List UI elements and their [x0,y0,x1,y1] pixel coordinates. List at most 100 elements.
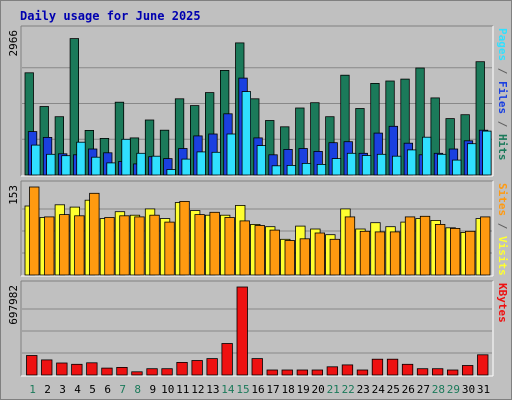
day-label-18: 18 [281,383,294,396]
bar-kbytes-day-19 [296,369,309,376]
bar-pages-day-28 [437,153,447,176]
bar-pages-day-16 [256,145,267,176]
bar-pages-day-29 [452,159,462,176]
day-label-20: 20 [311,383,324,396]
bar-kbytes-day-22 [341,364,354,376]
bar-kbytes-day-28 [431,368,444,376]
day-label-25: 25 [387,383,400,396]
bar-sites-day-16 [254,225,265,276]
bar-sites-day-2 [44,216,55,276]
bar-sites-day-5 [89,192,100,276]
day-label-8: 8 [134,383,141,396]
bar-sites-day-18 [284,240,295,276]
bar-sites-day-4 [74,215,85,276]
day-label-2: 2 [44,383,51,396]
bar-sites-day-8 [134,216,145,276]
bar-kbytes-day-9 [146,368,158,376]
day-label-1: 1 [29,383,36,396]
bar-kbytes-day-4 [71,363,83,376]
bar-sites-day-24 [374,231,386,276]
legend-hits-files-pages: Pages / Files / Hits [496,28,509,161]
bar-pages-day-13 [211,151,221,176]
legend-visits-sites: Sites / Visits [496,183,509,276]
bar-pages-day-26 [406,149,417,176]
bar-kbytes-day-2 [41,359,53,376]
series-sites [29,186,491,276]
bar-sites-day-3 [59,214,70,276]
bar-sites-day-20 [314,232,326,276]
bar-kbytes-day-14 [221,343,233,376]
bar-sites-day-15 [239,220,250,276]
bar-sites-day-1 [29,186,40,276]
bar-pages-day-14 [226,133,236,176]
bar-pages-day-10 [166,169,176,176]
panel-visits-sites: 153 Sites / Visits [7,180,509,277]
panels-layer: 2966 Pages / Files / Hits 153 Sites / Visit… [7,25,509,377]
day-label-17: 17 [266,383,279,396]
bar-sites-day-28 [434,223,446,276]
bar-kbytes-day-24 [371,358,384,376]
bar-sites-day-17 [269,229,280,276]
day-label-24: 24 [372,383,386,396]
bar-kbytes-day-21 [326,366,339,376]
legend-item: Files [496,81,509,114]
bar-sites-day-12 [194,214,205,276]
bar-kbytes-day-13 [206,358,218,376]
bar-kbytes-day-23 [356,369,369,376]
day-label-27: 27 [417,383,430,396]
bar-pages-day-3 [61,155,71,176]
bar-pages-day-27 [421,136,432,176]
day-label-28: 28 [432,383,445,396]
bar-pages-day-25 [391,155,402,176]
day-label-11: 11 [176,383,189,396]
bar-pages-day-9 [151,155,161,176]
bar-kbytes-day-10 [161,368,173,376]
bar-kbytes-day-27 [416,368,429,376]
bar-sites-day-31 [480,216,491,276]
day-label-4: 4 [74,383,81,396]
bar-pages-day-7 [121,138,131,176]
legend-item: Visits [496,236,509,276]
chart-title: Daily usage for June 2025 [20,9,201,23]
legend-item: Pages [496,28,509,61]
legend-item: / [496,216,509,236]
series-kbytes [26,286,489,376]
bar-sites-day-13 [209,211,220,276]
legend-item: / [496,114,509,134]
bar-pages-day-6 [106,162,116,176]
bar-kbytes-day-12 [191,360,203,376]
ymax-label: 2966 [7,30,20,57]
bar-sites-day-6 [104,217,115,276]
legend-item: KBytes [496,283,509,323]
bar-pages-day-20 [316,163,327,176]
bar-pages-day-8 [136,152,146,176]
bar-sites-day-10 [164,221,175,276]
bar-pages-day-12 [196,151,206,176]
day-label-16: 16 [251,383,264,396]
bar-sites-day-7 [119,215,130,276]
day-label-5: 5 [89,383,96,396]
bar-sites-day-22 [344,216,356,276]
bar-kbytes-day-20 [311,369,324,376]
bar-kbytes-day-3 [56,362,68,376]
bar-kbytes-day-1 [26,355,38,376]
day-label-31: 31 [477,383,490,396]
legend-item: Sites [496,183,509,216]
bar-kbytes-day-11 [176,361,188,376]
bar-kbytes-day-18 [281,369,293,376]
bar-pages-day-22 [346,152,357,176]
bar-pages-day-23 [361,155,372,176]
bar-sites-day-26 [404,216,416,276]
panel-hits-files-pages: 2966 Pages / Files / Hits [7,25,509,177]
series-pages [31,91,492,176]
bar-pages-day-21 [331,158,342,176]
bar-sites-day-23 [359,230,371,276]
day-label-7: 7 [119,383,126,396]
day-label-29: 29 [447,383,460,396]
day-label-19: 19 [296,383,309,396]
bar-kbytes-day-30 [461,365,474,376]
bar-kbytes-day-6 [101,367,113,376]
day-label-12: 12 [191,383,204,396]
bar-sites-day-27 [419,215,431,276]
